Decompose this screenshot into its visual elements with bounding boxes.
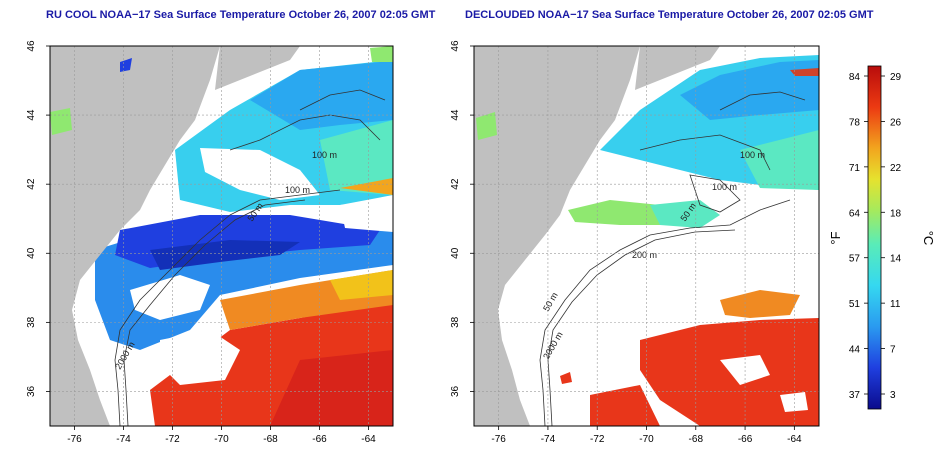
right-ytick-label-5: 46 bbox=[450, 40, 461, 52]
right-map-axes: -76 -74 -72 -70 -68 -66 -64 36 38 40 42 44 46 bbox=[450, 40, 802, 445]
right-xtick-label-6: -64 bbox=[787, 434, 802, 445]
right-ytick-label-4: 44 bbox=[450, 109, 461, 121]
right-contour-label-100m-a: 100 m bbox=[740, 150, 765, 160]
right-ytick-label-0: 36 bbox=[450, 385, 461, 397]
colorbar-f-label-6: 44 bbox=[849, 345, 861, 356]
left-ytick-label-3: 42 bbox=[26, 178, 37, 190]
left-ytick-label-0: 36 bbox=[26, 385, 37, 397]
left-map-axes: -76 -74 -72 -70 -68 -66 -64 36 38 40 42 44 46 bbox=[26, 40, 376, 445]
colorbar-f-label-1: 78 bbox=[849, 117, 861, 128]
right-map-title: DECLOUDED NOAA−17 Sea Surface Temperatur… bbox=[465, 9, 874, 21]
colorbar-f-label-0: 84 bbox=[849, 72, 861, 83]
right-xtick-label-5: -66 bbox=[738, 434, 753, 445]
colorbar-f-label-3: 64 bbox=[849, 208, 861, 219]
colorbar-c-label-6: 7 bbox=[890, 345, 896, 356]
right-ytick-label-1: 38 bbox=[450, 316, 461, 328]
right-xtick-label-0: -76 bbox=[491, 434, 506, 445]
right-xtick-label-1: -74 bbox=[541, 434, 556, 445]
right-ytick-label-3: 42 bbox=[450, 178, 461, 190]
colorbar-c-label-7: 3 bbox=[890, 390, 896, 401]
colorbar-c-label-3: 18 bbox=[890, 208, 902, 219]
colorbar-c-label-0: 29 bbox=[890, 72, 902, 83]
colorbar-f-label-4: 57 bbox=[849, 254, 861, 265]
right-map-panel: 100 m 100 m 50 m 200 m 50 m 2000 m -76 -7… bbox=[450, 40, 820, 445]
colorbar-gradient bbox=[867, 65, 882, 410]
left-xtick-label-0: -76 bbox=[67, 434, 82, 445]
temperature-colorbar: 84 29 78 26 71 22 64 18 57 14 51 11 44 7 37 3 °F °C bbox=[828, 65, 936, 410]
colorbar-c-label-5: 11 bbox=[890, 299, 901, 310]
left-xtick-label-6: -64 bbox=[361, 434, 376, 445]
left-xtick-label-3: -70 bbox=[214, 434, 229, 445]
left-map-title: RU COOL NOAA−17 Sea Surface Temperature … bbox=[46, 9, 436, 21]
fahrenheit-unit-label: °F bbox=[828, 231, 843, 244]
left-ytick-label-1: 38 bbox=[26, 316, 37, 328]
left-xtick-label-1: -74 bbox=[116, 434, 131, 445]
right-xtick-label-3: -70 bbox=[639, 434, 654, 445]
left-xtick-label-5: -66 bbox=[312, 434, 327, 445]
colorbar-c-label-2: 22 bbox=[890, 163, 902, 174]
left-contour-label-100m-b: 100 m bbox=[285, 185, 310, 195]
colorbar-f-label-2: 71 bbox=[849, 163, 861, 174]
right-ytick-label-2: 40 bbox=[450, 247, 461, 259]
left-xtick-label-4: -68 bbox=[263, 434, 278, 445]
left-ytick-label-5: 46 bbox=[26, 40, 37, 52]
colorbar-c-label-4: 14 bbox=[890, 254, 902, 265]
left-contour-label-100m-a: 100 m bbox=[312, 150, 337, 160]
right-xtick-label-4: -68 bbox=[689, 434, 704, 445]
left-ytick-label-2: 40 bbox=[26, 247, 37, 259]
left-xtick-label-2: -72 bbox=[165, 434, 180, 445]
left-map-panel: 100 m 100 m 50 m 2000 m -76 -74 -72 -70 -68-… bbox=[26, 40, 394, 445]
right-contour-label-200m: 200 m bbox=[632, 250, 657, 260]
colorbar-ticks: 84 29 78 26 71 22 64 18 57 14 51 11 44 7 37 3 bbox=[849, 72, 902, 401]
celsius-unit-label: °C bbox=[921, 231, 936, 246]
colorbar-f-label-7: 37 bbox=[849, 390, 861, 401]
right-map-gridlines bbox=[474, 45, 819, 426]
colorbar-c-label-1: 26 bbox=[890, 117, 902, 128]
right-xtick-label-2: -72 bbox=[590, 434, 605, 445]
left-ytick-label-4: 44 bbox=[26, 109, 37, 121]
right-contour-label-100m-b: 100 m bbox=[712, 182, 737, 192]
colorbar-f-label-5: 51 bbox=[849, 299, 861, 310]
